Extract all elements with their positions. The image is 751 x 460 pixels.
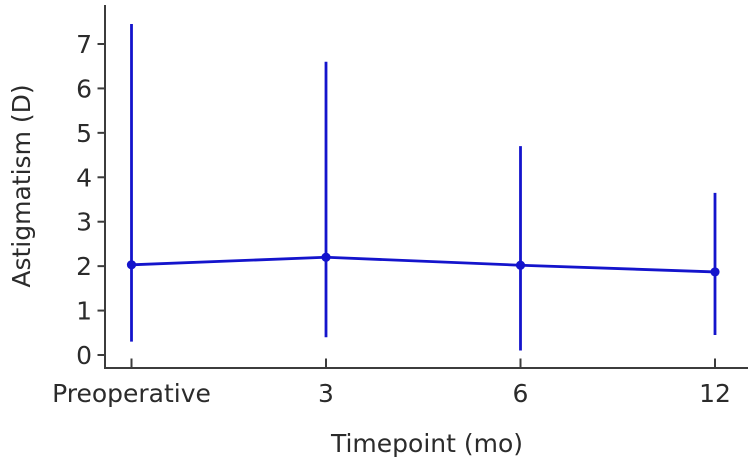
x-tick-label: 6 — [513, 379, 529, 408]
x-tick-label: 3 — [318, 379, 334, 408]
trend-line — [131, 255, 716, 274]
y-tick-label: 6 — [76, 74, 92, 103]
y-tick-label: 2 — [76, 252, 92, 281]
y-tick-label: 7 — [76, 30, 92, 59]
data-point-marker — [321, 252, 331, 262]
y-tick-label: 1 — [76, 297, 92, 326]
y-axis-label: Astigmatism (D) — [7, 84, 36, 287]
y-tick-label: 3 — [76, 208, 92, 237]
x-axis-label: Timepoint (mo) — [330, 429, 523, 458]
y-tick-label: 4 — [76, 163, 92, 192]
y-tick-label: 0 — [76, 341, 92, 370]
data-point-marker — [126, 260, 137, 270]
y-tick-label: 5 — [76, 119, 92, 148]
x-tick-label: 12 — [699, 379, 731, 408]
data-point-marker — [515, 260, 526, 270]
x-tick-label: Preoperative — [52, 379, 211, 408]
data-point-marker — [710, 267, 720, 277]
